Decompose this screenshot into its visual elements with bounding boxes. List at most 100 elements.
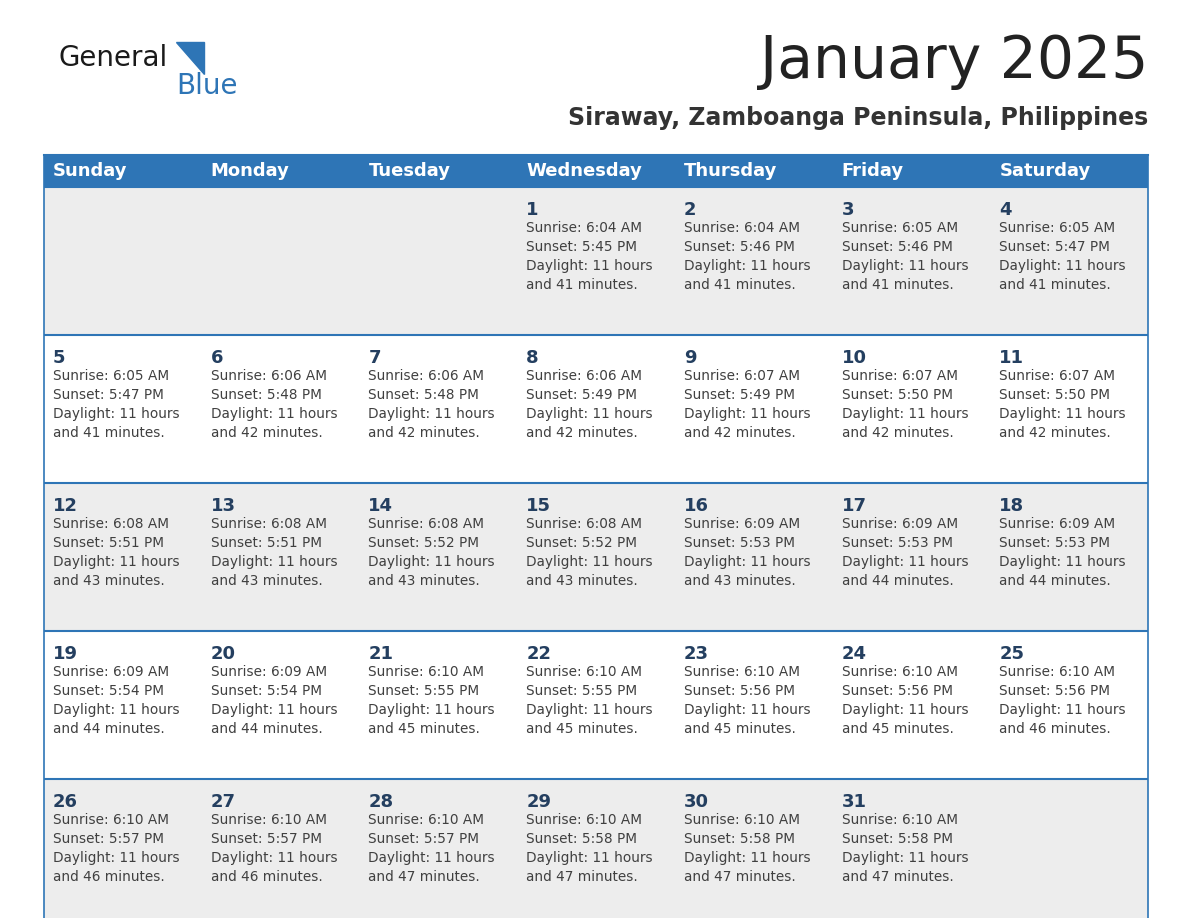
Text: Daylight: 11 hours: Daylight: 11 hours <box>368 703 495 717</box>
Text: Sunset: 5:58 PM: Sunset: 5:58 PM <box>841 832 953 846</box>
Text: 1: 1 <box>526 201 538 219</box>
Text: Sunrise: 6:06 AM: Sunrise: 6:06 AM <box>368 369 485 383</box>
Bar <box>360 779 517 918</box>
Text: Daylight: 11 hours: Daylight: 11 hours <box>684 851 810 865</box>
Bar <box>44 335 202 483</box>
Text: and 44 minutes.: and 44 minutes. <box>210 722 322 736</box>
Text: 9: 9 <box>684 349 696 367</box>
Text: Daylight: 11 hours: Daylight: 11 hours <box>841 259 968 273</box>
Bar <box>991 631 1148 779</box>
Text: Friday: Friday <box>841 162 904 180</box>
Text: 10: 10 <box>841 349 866 367</box>
Text: and 42 minutes.: and 42 minutes. <box>368 426 480 440</box>
Bar <box>833 155 991 187</box>
Text: Sunset: 5:54 PM: Sunset: 5:54 PM <box>210 684 322 698</box>
Text: 19: 19 <box>53 645 78 663</box>
Text: Sunset: 5:48 PM: Sunset: 5:48 PM <box>210 388 322 402</box>
Text: 7: 7 <box>368 349 381 367</box>
Text: Daylight: 11 hours: Daylight: 11 hours <box>53 407 179 421</box>
Text: Daylight: 11 hours: Daylight: 11 hours <box>53 851 179 865</box>
Bar <box>991 483 1148 631</box>
Text: Sunrise: 6:10 AM: Sunrise: 6:10 AM <box>684 813 800 827</box>
Text: and 43 minutes.: and 43 minutes. <box>368 574 480 588</box>
Text: Daylight: 11 hours: Daylight: 11 hours <box>999 555 1126 569</box>
Text: Sunset: 5:58 PM: Sunset: 5:58 PM <box>526 832 637 846</box>
Text: 27: 27 <box>210 793 235 811</box>
Text: 30: 30 <box>684 793 709 811</box>
Text: Daylight: 11 hours: Daylight: 11 hours <box>841 851 968 865</box>
Text: and 42 minutes.: and 42 minutes. <box>999 426 1111 440</box>
Text: Thursday: Thursday <box>684 162 777 180</box>
Text: Monday: Monday <box>210 162 290 180</box>
Bar <box>44 187 202 335</box>
Text: and 47 minutes.: and 47 minutes. <box>841 870 953 884</box>
Text: 25: 25 <box>999 645 1024 663</box>
Text: and 45 minutes.: and 45 minutes. <box>368 722 480 736</box>
Text: 6: 6 <box>210 349 223 367</box>
Bar <box>202 631 360 779</box>
Bar <box>202 187 360 335</box>
Text: and 42 minutes.: and 42 minutes. <box>684 426 796 440</box>
Text: Sunset: 5:47 PM: Sunset: 5:47 PM <box>999 240 1110 254</box>
Text: and 47 minutes.: and 47 minutes. <box>526 870 638 884</box>
Bar <box>360 483 517 631</box>
Text: and 46 minutes.: and 46 minutes. <box>53 870 165 884</box>
Text: Sunday: Sunday <box>53 162 127 180</box>
Text: Sunset: 5:53 PM: Sunset: 5:53 PM <box>999 536 1111 550</box>
Text: Sunrise: 6:10 AM: Sunrise: 6:10 AM <box>526 813 643 827</box>
Text: 12: 12 <box>53 497 78 515</box>
Text: Sunrise: 6:09 AM: Sunrise: 6:09 AM <box>53 665 169 679</box>
Text: Daylight: 11 hours: Daylight: 11 hours <box>210 407 337 421</box>
Text: Daylight: 11 hours: Daylight: 11 hours <box>841 703 968 717</box>
Text: 22: 22 <box>526 645 551 663</box>
Text: Sunrise: 6:09 AM: Sunrise: 6:09 AM <box>841 517 958 531</box>
Text: Sunset: 5:55 PM: Sunset: 5:55 PM <box>368 684 480 698</box>
Text: Daylight: 11 hours: Daylight: 11 hours <box>53 703 179 717</box>
Text: Daylight: 11 hours: Daylight: 11 hours <box>526 703 652 717</box>
Text: Daylight: 11 hours: Daylight: 11 hours <box>368 407 495 421</box>
Text: and 43 minutes.: and 43 minutes. <box>684 574 796 588</box>
Text: 11: 11 <box>999 349 1024 367</box>
Bar <box>202 155 360 187</box>
Bar <box>675 155 833 187</box>
Text: 2: 2 <box>684 201 696 219</box>
Text: 31: 31 <box>841 793 866 811</box>
Text: Sunrise: 6:04 AM: Sunrise: 6:04 AM <box>684 221 800 235</box>
Text: and 42 minutes.: and 42 minutes. <box>841 426 953 440</box>
Text: Sunset: 5:49 PM: Sunset: 5:49 PM <box>684 388 795 402</box>
Bar <box>991 779 1148 918</box>
Text: Sunrise: 6:10 AM: Sunrise: 6:10 AM <box>841 665 958 679</box>
Text: Sunrise: 6:10 AM: Sunrise: 6:10 AM <box>53 813 169 827</box>
Bar <box>360 631 517 779</box>
Bar <box>991 187 1148 335</box>
Text: Sunrise: 6:10 AM: Sunrise: 6:10 AM <box>210 813 327 827</box>
Text: Sunrise: 6:04 AM: Sunrise: 6:04 AM <box>526 221 643 235</box>
Polygon shape <box>176 42 204 74</box>
Text: Sunrise: 6:10 AM: Sunrise: 6:10 AM <box>526 665 643 679</box>
Bar <box>833 187 991 335</box>
Text: Sunrise: 6:06 AM: Sunrise: 6:06 AM <box>210 369 327 383</box>
Bar <box>202 483 360 631</box>
Bar <box>360 155 517 187</box>
Text: 26: 26 <box>53 793 78 811</box>
Bar <box>833 779 991 918</box>
Text: Sunrise: 6:06 AM: Sunrise: 6:06 AM <box>526 369 643 383</box>
Bar <box>360 335 517 483</box>
Bar <box>675 631 833 779</box>
Bar <box>44 155 202 187</box>
Text: Wednesday: Wednesday <box>526 162 642 180</box>
Text: Sunrise: 6:10 AM: Sunrise: 6:10 AM <box>999 665 1116 679</box>
Text: Sunset: 5:57 PM: Sunset: 5:57 PM <box>210 832 322 846</box>
Text: 16: 16 <box>684 497 709 515</box>
Bar <box>675 335 833 483</box>
Text: and 41 minutes.: and 41 minutes. <box>999 278 1111 292</box>
Text: Daylight: 11 hours: Daylight: 11 hours <box>368 555 495 569</box>
Text: Daylight: 11 hours: Daylight: 11 hours <box>210 555 337 569</box>
Text: 24: 24 <box>841 645 866 663</box>
Bar <box>517 187 675 335</box>
Text: Sunset: 5:46 PM: Sunset: 5:46 PM <box>684 240 795 254</box>
Text: and 42 minutes.: and 42 minutes. <box>210 426 322 440</box>
Text: and 44 minutes.: and 44 minutes. <box>53 722 165 736</box>
Text: Daylight: 11 hours: Daylight: 11 hours <box>999 703 1126 717</box>
Text: and 47 minutes.: and 47 minutes. <box>684 870 796 884</box>
